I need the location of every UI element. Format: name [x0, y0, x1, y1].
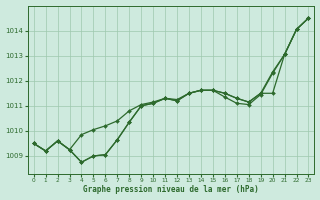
X-axis label: Graphe pression niveau de la mer (hPa): Graphe pression niveau de la mer (hPa) [83, 185, 259, 194]
